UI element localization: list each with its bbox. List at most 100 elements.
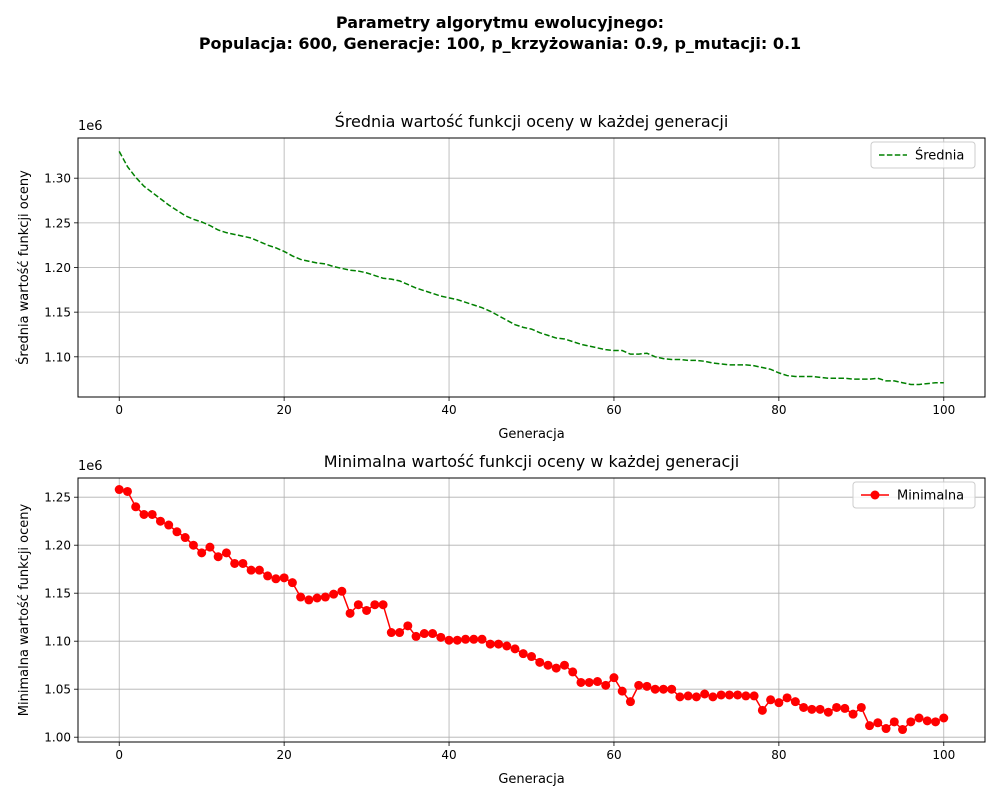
mean-y-tick-label: 1.30	[44, 172, 71, 186]
mean-x-tick-label: 80	[771, 403, 786, 417]
min-data-point	[469, 634, 479, 644]
min-data-point	[221, 548, 231, 558]
min-y-tick-label: 1.05	[44, 683, 71, 697]
min-data-point	[403, 621, 413, 631]
min-data-point	[197, 548, 207, 558]
mean-y-tick-label: 1.15	[44, 306, 71, 320]
mean-series-group	[118, 151, 944, 386]
min-data-point	[230, 558, 240, 568]
min-data-point	[411, 631, 421, 641]
min-data-point	[395, 628, 405, 638]
min-data-point	[180, 533, 190, 543]
min-data-point	[246, 565, 256, 575]
mean-x-axis-label: Generacja	[498, 427, 564, 442]
min-data-point	[873, 718, 883, 728]
mean-x-tick-label: 0	[115, 403, 123, 417]
min-data-point	[188, 540, 198, 550]
min-data-point	[378, 600, 388, 610]
min-y-tick-label: 1.15	[44, 587, 71, 601]
min-data-point	[527, 652, 536, 662]
min-data-point	[312, 593, 322, 603]
mean-x-tick-label: 20	[276, 403, 291, 417]
min-data-point	[485, 639, 495, 649]
min-x-tick-label: 80	[771, 748, 786, 762]
min-subplot: 0 20 40 60 80 100 1.00 1.05 1.10 1.15 1.20 1.25 Mi…	[17, 452, 986, 787]
min-data-point	[139, 509, 149, 519]
min-data-point	[617, 686, 627, 696]
min-x-tick-label: 0	[115, 748, 123, 762]
min-data-point	[155, 516, 165, 526]
min-data-point	[881, 724, 891, 734]
min-data-point	[510, 644, 520, 654]
min-data-point	[931, 717, 941, 727]
min-data-point	[667, 684, 677, 694]
min-data-point	[419, 629, 429, 639]
min-data-point	[131, 502, 141, 512]
min-y-axis-label: Minimalna wartość funkcji oceny	[17, 503, 32, 716]
mean-y-axis-label: Średnia wartość funkcji oceny	[16, 170, 32, 365]
mean-y-tick-label: 1.25	[44, 216, 71, 230]
min-data-point	[914, 713, 924, 723]
min-data-point	[724, 690, 734, 700]
min-data-point	[568, 667, 578, 677]
min-y-tick-label: 1.20	[44, 539, 71, 553]
min-data-point	[436, 632, 446, 642]
min-data-point	[848, 709, 858, 719]
min-data-point	[296, 592, 306, 602]
min-legend-label: Minimalna	[897, 489, 964, 504]
min-data-point	[213, 552, 223, 562]
min-data-point	[807, 704, 817, 714]
min-data-point	[576, 677, 586, 687]
min-data-point	[263, 571, 273, 581]
min-data-point	[452, 635, 462, 645]
mean-y-tick-label: 1.20	[44, 261, 71, 275]
mean-x-tick-label: 40	[441, 403, 456, 417]
min-x-ticks: 0 20 40 60 80 100	[115, 742, 955, 762]
min-data-point	[799, 702, 809, 712]
min-data-point	[840, 703, 850, 713]
mean-legend: Średnia	[870, 141, 976, 169]
min-series-line	[119, 488, 945, 731]
min-data-point	[675, 692, 685, 702]
min-data-point	[650, 684, 660, 694]
min-data-point	[700, 689, 710, 699]
min-data-point	[782, 693, 792, 703]
min-data-point	[205, 542, 215, 552]
min-data-point	[766, 695, 776, 705]
min-y-tick-label: 1.00	[44, 731, 71, 745]
min-data-point	[856, 702, 866, 712]
min-data-point	[906, 717, 916, 727]
mean-y-tick-label: 1.10	[44, 350, 71, 364]
min-data-point	[172, 527, 182, 537]
min-data-point	[362, 605, 372, 615]
mean-grid	[78, 138, 985, 397]
min-y-ticks: 1.00 1.05 1.10 1.15 1.20 1.25	[44, 491, 78, 745]
min-data-point	[477, 634, 487, 644]
min-grid	[78, 478, 985, 742]
mean-y-ticks: 1.10 1.15 1.20 1.25 1.30	[44, 172, 78, 364]
min-data-point	[939, 713, 949, 723]
min-legend-marker	[870, 490, 880, 500]
min-data-point	[353, 600, 363, 610]
min-data-point	[543, 660, 553, 670]
min-data-point	[287, 578, 297, 588]
mean-series-line	[118, 151, 944, 386]
min-data-point	[625, 697, 635, 707]
min-series-group	[114, 485, 949, 735]
min-data-point	[279, 573, 289, 583]
min-data-point	[304, 595, 314, 605]
min-data-point	[774, 698, 784, 708]
min-data-point	[733, 690, 743, 700]
min-data-point	[114, 485, 124, 495]
min-data-point	[741, 691, 751, 701]
min-data-point	[271, 574, 281, 584]
min-data-point	[502, 641, 512, 651]
min-data-point	[494, 639, 504, 649]
min-data-point	[889, 717, 899, 727]
min-x-tick-label: 100	[932, 748, 955, 762]
min-data-point	[164, 520, 174, 530]
min-data-point	[559, 660, 569, 670]
min-data-point	[716, 690, 726, 700]
min-data-point	[444, 635, 454, 645]
